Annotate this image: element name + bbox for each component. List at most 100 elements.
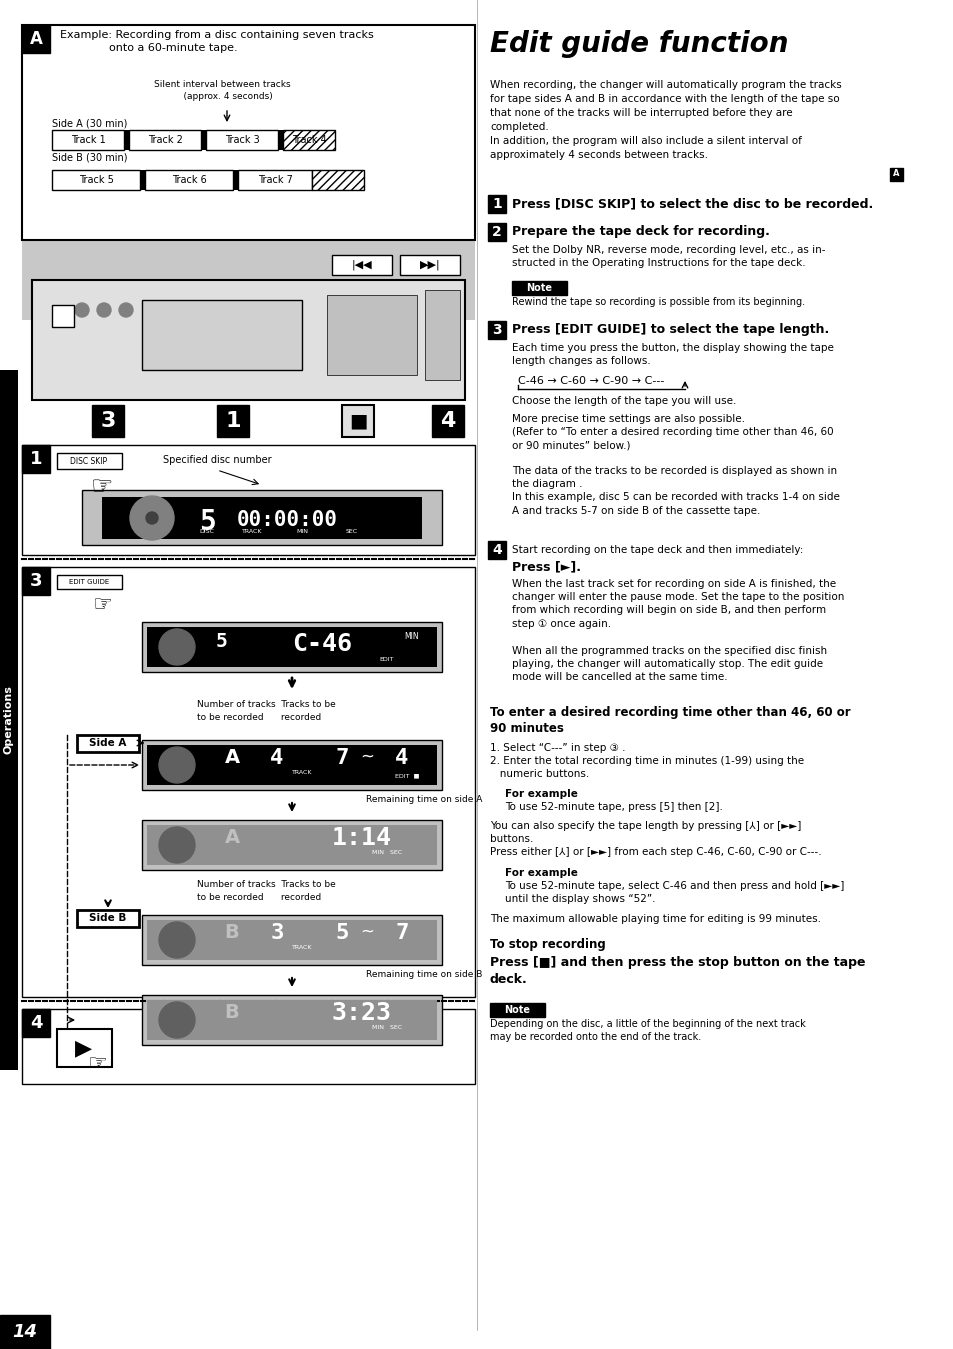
Text: ~: ~ [359,747,374,766]
Bar [237,170,312,190]
Text: ~: ~ [359,923,374,942]
Text: Number of tracks  Tracks to be: Number of tracks Tracks to be [196,880,335,889]
Bar [52,170,140,190]
Text: DISC: DISC [199,529,214,534]
Circle shape [159,827,194,863]
Bar [889,169,902,181]
Text: Start recording on the tape deck and then immediately:: Start recording on the tape deck and the… [512,545,802,554]
Text: When all the programmed tracks on the specified disc finish
playing, the changer: When all the programmed tracks on the sp… [512,646,826,683]
Bar [488,541,505,558]
Text: 3: 3 [30,572,42,590]
Text: 5: 5 [216,631,228,652]
Text: 4: 4 [270,747,283,768]
Bar [332,255,392,275]
Text: Remaining time on side B: Remaining time on side B [365,970,481,979]
Bar [399,255,459,275]
Bar [0,1315,50,1349]
Circle shape [159,629,194,665]
Bar [32,281,464,401]
Circle shape [97,304,111,317]
Bar [512,281,566,295]
Text: Operations: Operations [4,685,14,754]
Text: Example: Recording from a disc containing seven tracks
              onto a 60-m: Example: Recording from a disc containin… [60,30,374,53]
Text: EDIT: EDIT [379,657,394,662]
Text: Choose the length of the tape you will use.: Choose the length of the tape you will u… [512,397,736,406]
Bar [145,170,233,190]
Text: 4: 4 [492,544,501,557]
Bar [216,405,249,437]
Bar [142,820,441,870]
Text: To use 52-minute tape, select C-46 and then press and hold [►►]
until the displa: To use 52-minute tape, select C-46 and t… [504,881,843,904]
Text: Note: Note [525,283,552,293]
Bar [341,405,374,437]
Bar [206,130,277,150]
Bar [77,911,139,927]
Text: TRACK: TRACK [292,770,312,774]
Text: 1: 1 [30,451,42,468]
Bar [77,735,139,751]
Text: You can also specify the tape length by pressing [⅄] or [►►]
buttons.
Press eith: You can also specify the tape length by … [490,822,821,858]
Bar [57,453,122,469]
Bar [142,622,441,672]
Bar [142,915,441,965]
Text: Side A: Side A [90,738,127,747]
Bar [488,196,505,213]
Bar [129,130,201,150]
Text: Number of tracks  Tracks to be: Number of tracks Tracks to be [196,700,335,710]
Circle shape [159,921,194,958]
Text: Specified disc number: Specified disc number [163,455,271,465]
Text: Press [►].: Press [►]. [512,560,580,573]
Circle shape [130,496,173,540]
Text: ▶: ▶ [75,1037,92,1058]
Text: ☞: ☞ [91,475,113,499]
Text: 00:00:00: 00:00:00 [236,510,337,530]
Text: Set the Dolby NR, reverse mode, recording level, etc., as in-
structed in the Op: Set the Dolby NR, reverse mode, recordin… [512,246,824,268]
Text: TRACK: TRACK [292,946,312,950]
Text: More precise time settings are also possible.
(Refer to “To enter a desired reco: More precise time settings are also poss… [512,414,833,451]
Bar [22,445,475,554]
Bar [312,170,364,190]
Text: |◀◀: |◀◀ [352,260,372,270]
Text: C-46: C-46 [292,631,352,656]
Text: To enter a desired recording time other than 46, 60 or
90 minutes: To enter a desired recording time other … [490,706,850,735]
Bar [147,627,436,666]
Bar [22,240,475,320]
Text: ☞: ☞ [87,1054,107,1074]
Text: Track 4: Track 4 [292,135,326,144]
Text: Track 3: Track 3 [224,135,259,144]
Bar [22,567,50,595]
Text: 2: 2 [492,225,501,239]
Text: MIN: MIN [404,631,419,641]
Text: ▶▶|: ▶▶| [419,260,440,270]
Text: Depending on the disc, a little of the beginning of the next track
may be record: Depending on the disc, a little of the b… [490,1018,805,1043]
Text: MIN   SEC: MIN SEC [372,1025,401,1031]
Bar [102,496,421,540]
Text: Note: Note [503,1005,530,1014]
Bar [488,223,505,241]
Bar [277,130,283,150]
Text: A: A [224,747,239,768]
Text: When recording, the changer will automatically program the tracks
for tape sides: When recording, the changer will automat… [490,80,841,161]
Text: 3:23: 3:23 [332,1001,392,1025]
Bar [22,445,50,473]
Bar [490,1004,544,1017]
Bar [142,996,441,1045]
Bar [424,290,459,380]
Text: Silent interval between tracks
    (approx. 4 seconds): Silent interval between tracks (approx. … [153,80,290,101]
Bar [22,1009,50,1037]
Text: 4: 4 [30,1014,42,1032]
Text: B: B [224,1004,239,1023]
Circle shape [146,513,158,523]
Bar [147,745,436,785]
Bar [0,370,18,1070]
Bar [488,321,505,339]
Text: 5: 5 [198,509,215,536]
Bar [22,26,50,53]
Text: RQT4757: RQT4757 [5,1340,47,1349]
Bar [82,490,441,545]
Bar [22,567,475,997]
Text: Track 2: Track 2 [148,135,182,144]
Circle shape [159,1002,194,1037]
Text: Side A (30 min): Side A (30 min) [52,117,128,128]
Text: SEC: SEC [346,529,357,534]
